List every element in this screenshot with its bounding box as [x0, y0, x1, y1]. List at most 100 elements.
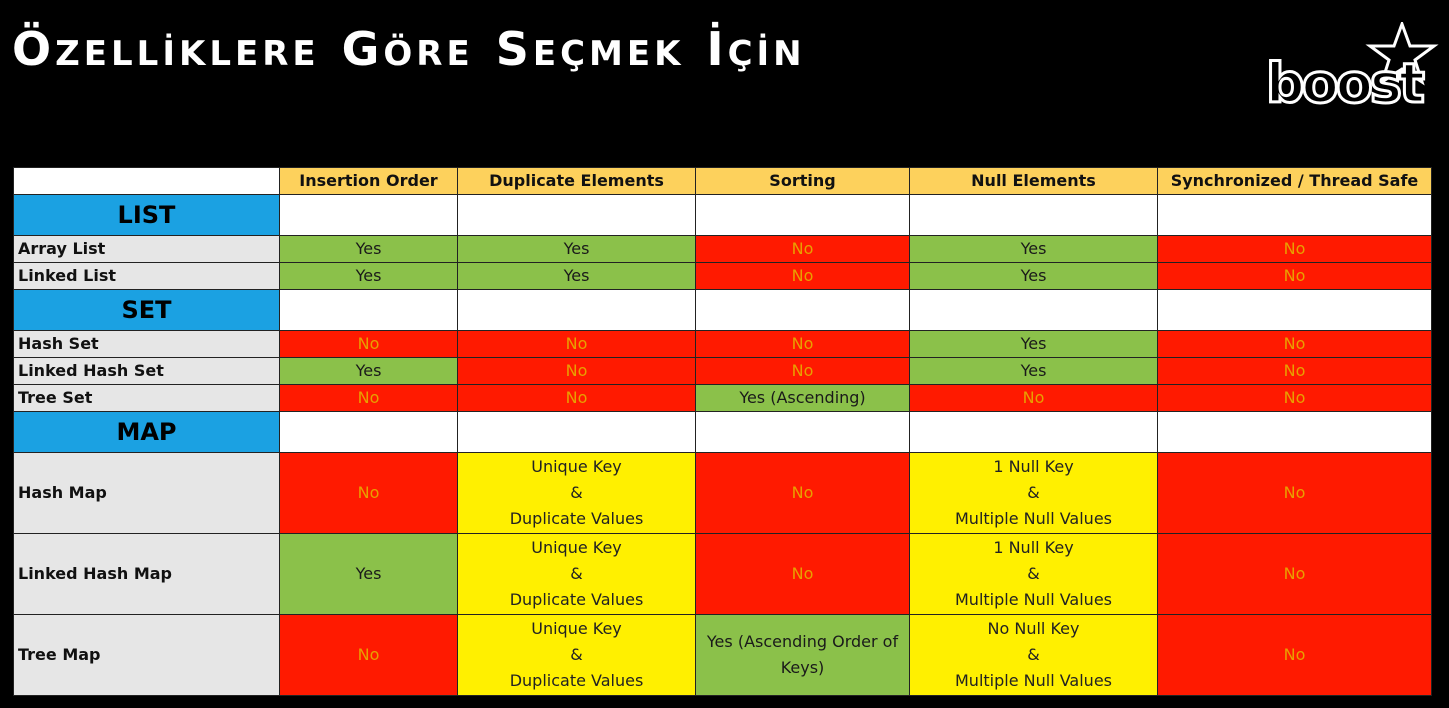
section-fill-cell — [695, 289, 910, 331]
cell-line: Yes — [355, 564, 382, 583]
table-cell: Yes — [457, 235, 696, 263]
header-row: Insertion Order Duplicate Elements Sorting… — [13, 167, 1432, 195]
cell-line: No — [357, 388, 380, 407]
section-fill-cell — [279, 411, 458, 453]
title-word: İÇİN — [706, 22, 805, 76]
cell-line: Yes — [1020, 266, 1047, 285]
column-header: Duplicate Elements — [457, 167, 696, 195]
table-row: Linked Hash Map Yes Unique Key & Duplicate V… — [13, 533, 1432, 615]
section-fill-cell — [909, 289, 1158, 331]
title-word: GÖRE — [342, 22, 474, 76]
cell-line: Multiple Null Values — [955, 671, 1112, 690]
row-label: Hash Set — [13, 330, 280, 358]
cell-line: No — [565, 388, 588, 407]
cell-line: No — [791, 334, 814, 353]
table-cell: No — [1157, 330, 1432, 358]
table-cell: No — [695, 533, 910, 615]
section-fill-cell — [457, 289, 696, 331]
row-label: Linked Hash Set — [13, 357, 280, 385]
table-cell: 1 Null Key & Multiple Null Values — [909, 452, 1158, 534]
title-initial: S — [495, 22, 533, 76]
cell-line: No — [1283, 388, 1306, 407]
table-cell: No — [457, 357, 696, 385]
table-cell: Yes — [909, 330, 1158, 358]
table-cell: No — [279, 330, 458, 358]
title-rest: EÇMEK — [532, 34, 685, 74]
cell-line: Multiple Null Values — [955, 509, 1112, 528]
table-cell: Yes — [909, 235, 1158, 263]
cell-line: No — [791, 564, 814, 583]
cell-line: Unique Key — [531, 457, 622, 476]
cell-line: Yes — [355, 266, 382, 285]
section-label: LIST — [13, 194, 280, 236]
section-fill-cell — [279, 194, 458, 236]
section-fill-cell — [1157, 411, 1432, 453]
cell-line: Duplicate Values — [509, 671, 644, 690]
cell-line: & — [1027, 645, 1040, 664]
cell-line: Duplicate Values — [509, 590, 644, 609]
cell-line: No — [357, 334, 380, 353]
row-label: Linked Hash Map — [13, 533, 280, 615]
title-initial: Ö — [12, 22, 56, 76]
cell-line: No — [357, 645, 380, 664]
section-row: LIST — [13, 194, 1432, 236]
table-row: Hash Set No No No Yes No — [13, 330, 1432, 358]
section-fill-cell — [695, 194, 910, 236]
table-cell: No — [695, 452, 910, 534]
row-label: Hash Map — [13, 452, 280, 534]
cell-line: Yes — [355, 361, 382, 380]
cell-line: Yes (Ascending) — [739, 388, 866, 407]
row-label: Tree Map — [13, 614, 280, 696]
table-cell: Yes — [909, 262, 1158, 290]
comparison-table: Insertion Order Duplicate Elements Sorting… — [13, 167, 1432, 696]
cell-line: Yes — [355, 239, 382, 258]
table-cell: No — [909, 384, 1158, 412]
table-cell: No — [457, 330, 696, 358]
cell-line: No — [1022, 388, 1045, 407]
column-header: Null Elements — [909, 167, 1158, 195]
section-fill-cell — [457, 194, 696, 236]
section-label: SET — [13, 289, 280, 331]
table-cell: Unique Key & Duplicate Values — [457, 533, 696, 615]
table-row: Tree Set No No Yes (Ascending) No No — [13, 384, 1432, 412]
table-cell: Yes — [279, 357, 458, 385]
cell-line: Multiple Null Values — [955, 590, 1112, 609]
title-rest: ZELLİKLERE — [55, 34, 320, 74]
cell-line: No — [791, 239, 814, 258]
table-cell: Yes — [279, 235, 458, 263]
table-cell: No — [1157, 357, 1432, 385]
cell-line: No — [1283, 361, 1306, 380]
cell-line: No — [565, 334, 588, 353]
row-label: Tree Set — [13, 384, 280, 412]
table-cell: Unique Key & Duplicate Values — [457, 452, 696, 534]
table-cell: No — [457, 384, 696, 412]
table-cell: No — [279, 452, 458, 534]
cell-line: Yes — [563, 239, 590, 258]
table-row: Hash Map No Unique Key & Duplicate Values No 1… — [13, 452, 1432, 534]
table-cell: Unique Key & Duplicate Values — [457, 614, 696, 696]
table-cell: No — [695, 357, 910, 385]
table-cell: No — [1157, 452, 1432, 534]
table-cell: Yes — [909, 357, 1158, 385]
table-cell: No — [1157, 235, 1432, 263]
logo-text: boost — [1266, 52, 1424, 114]
section-fill-cell — [457, 411, 696, 453]
table-cell: Yes (Ascending Order of Keys) — [695, 614, 910, 696]
table-row: Linked Hash Set Yes No No Yes No — [13, 357, 1432, 385]
column-header: Synchronized / Thread Safe — [1157, 167, 1432, 195]
table-cell: No — [1157, 262, 1432, 290]
star-icon — [1365, 22, 1439, 86]
cell-line: Unique Key — [531, 538, 622, 557]
cell-line: & — [570, 564, 583, 583]
section-fill-cell — [909, 194, 1158, 236]
cell-line: Duplicate Values — [509, 509, 644, 528]
table-cell: No — [1157, 614, 1432, 696]
cell-line: & — [570, 483, 583, 502]
column-header: Sorting — [695, 167, 910, 195]
title-initial: İ — [706, 22, 728, 76]
cell-line: & — [1027, 564, 1040, 583]
cell-line: No — [1283, 645, 1306, 664]
section-fill-cell — [695, 411, 910, 453]
header-corner — [13, 167, 280, 195]
cell-line: & — [1027, 483, 1040, 502]
